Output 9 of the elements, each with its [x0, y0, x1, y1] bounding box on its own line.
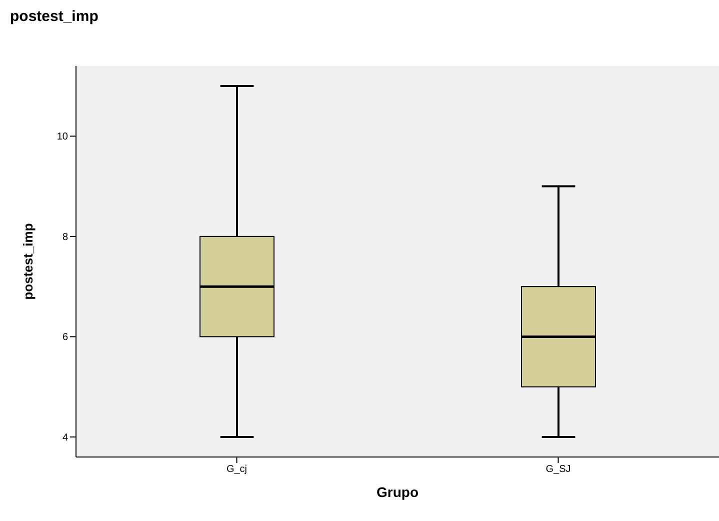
- y-tick-label: 6: [62, 332, 68, 344]
- y-tick-label: 4: [62, 432, 68, 444]
- x-tick-label: G_cj: [226, 464, 248, 476]
- y-tick-label: 10: [56, 132, 68, 143]
- y-tick-label: 8: [62, 232, 68, 243]
- chart-title: postest_imp: [10, 8, 100, 27]
- x-axis-title: Grupo: [376, 484, 418, 500]
- x-tick-label: G_SJ: [546, 464, 571, 476]
- y-axis-title: postest_imp: [20, 223, 36, 300]
